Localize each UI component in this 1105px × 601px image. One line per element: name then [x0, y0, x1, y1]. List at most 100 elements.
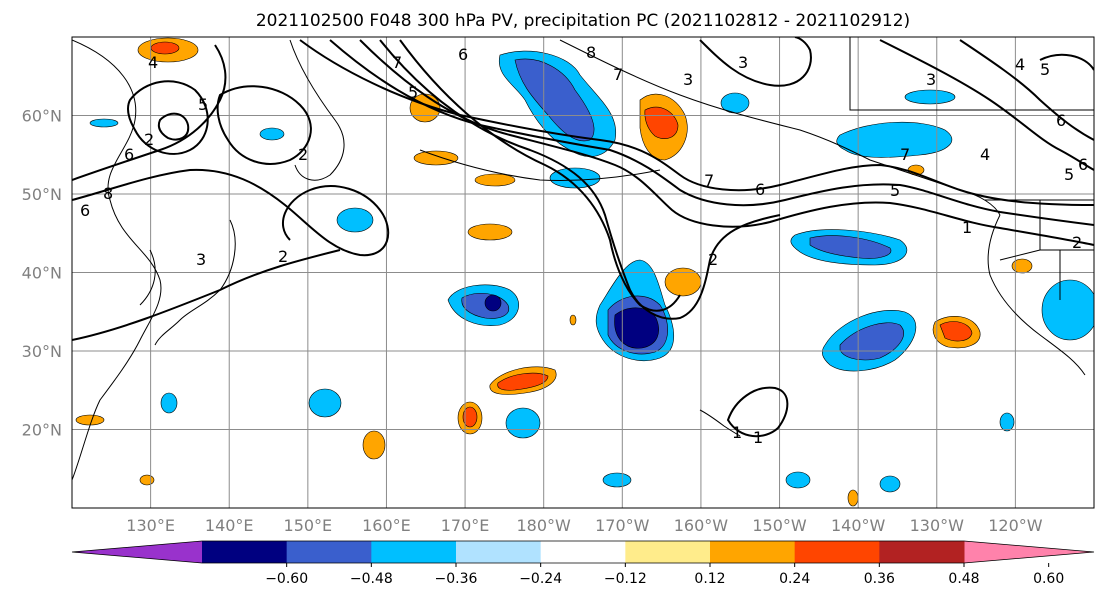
precipitation-shading: [75, 37, 1094, 507]
pv-contour-east-ridge-2: [959, 39, 1094, 141]
contour-label: 4: [148, 53, 158, 72]
colorbar-tick-label: −0.48: [350, 571, 393, 587]
contour-label: 3: [683, 70, 693, 89]
pv-contour-labels: 4 5 6 8 6 7 6 5 7 3 8 2 7 6 3 5 4 6 2 2 …: [80, 43, 1088, 447]
latitude-label: 60°N: [22, 107, 62, 126]
pv-contour-west-loop-3: [157, 112, 190, 141]
precip-negative-small-10: [785, 471, 811, 489]
contour-label: 1: [732, 423, 742, 442]
pv-contour-west-loop-2: [126, 80, 209, 155]
colorbar-segment: [371, 541, 457, 563]
coastline-aleutian-chain: [419, 149, 661, 182]
precip-negative-north-pacific-core: [809, 235, 892, 259]
longitude-label: 160°E: [362, 516, 411, 535]
latitude-label: 20°N: [22, 421, 62, 440]
colorbar-segment: [879, 541, 965, 563]
contour-label: 4: [980, 145, 990, 164]
coastline-us-states: [999, 200, 1094, 300]
map-frame: [71, 36, 1095, 509]
colorbar-extend-low: [72, 541, 202, 563]
contour-label: 5: [1040, 60, 1050, 79]
contour-label: 3: [738, 53, 748, 72]
colorbar-outline: [71, 540, 1095, 564]
pv-contour-north-loop: [699, 37, 812, 87]
colorbar-tick-label: 0.48: [948, 571, 979, 587]
precip-negative-small-11: [879, 475, 901, 493]
contour-label: 6: [1056, 111, 1066, 130]
precip-negative-central-core: [614, 307, 659, 349]
precip-negative-small-12: [999, 412, 1015, 432]
precip-positive-small-1-core: [462, 406, 478, 428]
colorbar: [71, 540, 1095, 564]
precip-negative-aleutian-core: [514, 58, 595, 142]
colorbar-tick-label: 0.36: [864, 571, 895, 587]
contour-label: 6: [124, 145, 134, 164]
longitude-label: 130°W: [910, 516, 965, 535]
contour-label: 7: [613, 65, 623, 84]
pv-contour-trough-inner: [399, 39, 681, 312]
pv-contour-mid-loop: [216, 85, 312, 165]
colorbar-tick-label: 0.24: [779, 571, 810, 587]
contour-label: 8: [586, 43, 596, 62]
pv-contour-subtropical: [72, 249, 341, 341]
contour-label: 2: [278, 247, 288, 266]
precip-negative-small-2: [308, 388, 342, 418]
precip-negative-small-7: [904, 89, 956, 105]
contour-label: 2: [708, 250, 718, 269]
precip-positive-east-core: [939, 321, 973, 342]
colorbar-segment: [540, 541, 626, 563]
colorbar-segment: [286, 541, 372, 563]
figure-title: 2021102500 F048 300 hPa PV, precipitatio…: [256, 11, 910, 31]
contour-label: 8: [103, 184, 113, 203]
contour-label: 1: [962, 218, 972, 237]
latitude-labels: 60°N 50°N 40°N 30°N 20°N: [22, 107, 62, 440]
contour-label: 1: [753, 428, 763, 447]
precip-positive-small-6: [474, 173, 516, 187]
precip-negative-small-8: [1041, 279, 1094, 341]
precip-positive-small-9: [75, 414, 105, 426]
colorbar-tick-label: −0.12: [604, 571, 647, 587]
longitude-labels: 130°E 140°E 150°E 160°E 170°E 180°W 170°W 160°W…: [126, 516, 1042, 535]
longitude-label: 130°E: [126, 516, 175, 535]
precip-negative-small-3: [505, 407, 541, 439]
contour-label: 5: [890, 181, 900, 200]
pv-contour-jet-3: [359, 39, 1094, 246]
colorbar-segment: [794, 541, 880, 563]
pv-contour-east-loop: [1039, 53, 1094, 71]
colorbar-labels: −0.60 −0.48 −0.36 −0.24 −0.12 0.12 0.24 0.36 0.4…: [265, 563, 1064, 587]
coastline-korea: [139, 249, 156, 306]
precip-negative-small-13: [259, 127, 285, 141]
contour-label: 6: [80, 201, 90, 220]
contour-label: 6: [458, 45, 468, 64]
colorbar-extend-high: [964, 541, 1094, 563]
coastline-hawaii: [699, 409, 741, 437]
latitude-label: 40°N: [22, 264, 62, 283]
contour-label: 6: [755, 180, 765, 199]
precip-positive-small-12: [139, 474, 155, 486]
pv-contour-east-ridge: [879, 39, 1094, 171]
contour-label: 2: [298, 145, 308, 164]
precip-positive-subtropical-core: [497, 372, 549, 391]
longitude-label: 180°W: [517, 516, 572, 535]
precip-positive-small-2: [362, 430, 386, 460]
longitude-label: 150°E: [284, 516, 333, 535]
colorbar-segment: [710, 541, 796, 563]
longitude-label: 140°W: [831, 516, 886, 535]
precip-positive-small-11: [847, 489, 859, 507]
contour-label: 3: [196, 250, 206, 269]
colorbar-tick-label: 0.12: [694, 571, 725, 587]
contour-label: 3: [926, 70, 936, 89]
contour-label: 4: [1015, 55, 1025, 74]
colorbar-segment: [456, 541, 542, 563]
longitude-label: 140°E: [205, 516, 254, 535]
precip-negative-small-4: [160, 392, 178, 414]
longitude-label: 160°W: [674, 516, 729, 535]
precip-negative-west-center: [484, 294, 502, 312]
longitude-label: 170°E: [441, 516, 490, 535]
contour-label: 6: [1078, 155, 1088, 174]
precip-negative-gulf-alaska-blob: [836, 121, 952, 158]
pv-contours: [72, 37, 1094, 438]
contour-label: 5: [408, 83, 418, 102]
colorbar-tick-label: −0.36: [435, 571, 478, 587]
precip-positive-small-4: [467, 223, 513, 241]
